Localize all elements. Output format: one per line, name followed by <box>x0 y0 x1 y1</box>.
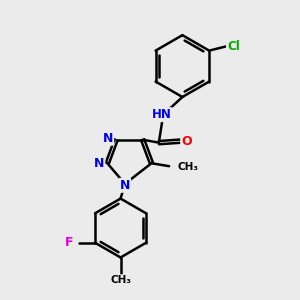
Text: O: O <box>181 135 192 148</box>
Text: N: N <box>120 179 130 192</box>
Text: Cl: Cl <box>227 40 240 53</box>
Text: HN: HN <box>152 108 172 121</box>
Text: F: F <box>65 236 74 249</box>
Text: CH₃: CH₃ <box>110 275 131 285</box>
Text: CH₃: CH₃ <box>177 162 198 172</box>
Text: N: N <box>103 132 113 145</box>
Text: N: N <box>94 157 104 170</box>
